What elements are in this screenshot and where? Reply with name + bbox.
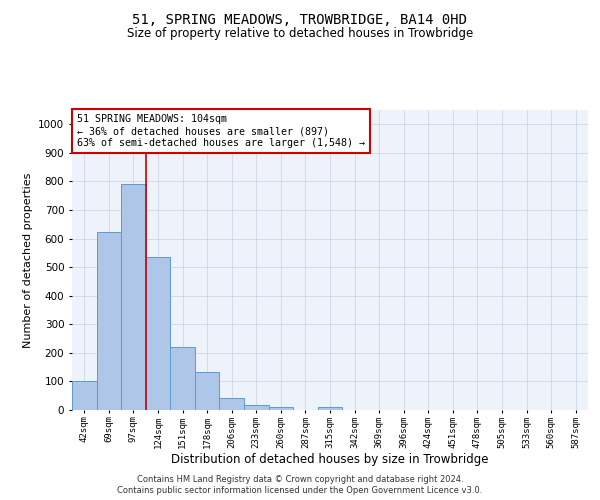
Bar — [146, 256, 170, 410]
Bar — [121, 184, 146, 410]
Text: 51, SPRING MEADOWS, TROWBRIDGE, BA14 0HD: 51, SPRING MEADOWS, TROWBRIDGE, BA14 0HD — [133, 12, 467, 26]
Bar — [195, 372, 220, 410]
Bar — [97, 232, 121, 410]
Bar — [244, 405, 269, 410]
Bar — [72, 380, 97, 410]
Bar — [269, 407, 293, 410]
Text: 51 SPRING MEADOWS: 104sqm
← 36% of detached houses are smaller (897)
63% of semi: 51 SPRING MEADOWS: 104sqm ← 36% of detac… — [77, 114, 365, 148]
Text: Distribution of detached houses by size in Trowbridge: Distribution of detached houses by size … — [171, 452, 489, 466]
Bar — [318, 406, 342, 410]
Text: Contains public sector information licensed under the Open Government Licence v3: Contains public sector information licen… — [118, 486, 482, 495]
Text: Size of property relative to detached houses in Trowbridge: Size of property relative to detached ho… — [127, 28, 473, 40]
Bar — [170, 346, 195, 410]
Bar — [220, 398, 244, 410]
Y-axis label: Number of detached properties: Number of detached properties — [23, 172, 32, 348]
Text: Contains HM Land Registry data © Crown copyright and database right 2024.: Contains HM Land Registry data © Crown c… — [137, 475, 463, 484]
